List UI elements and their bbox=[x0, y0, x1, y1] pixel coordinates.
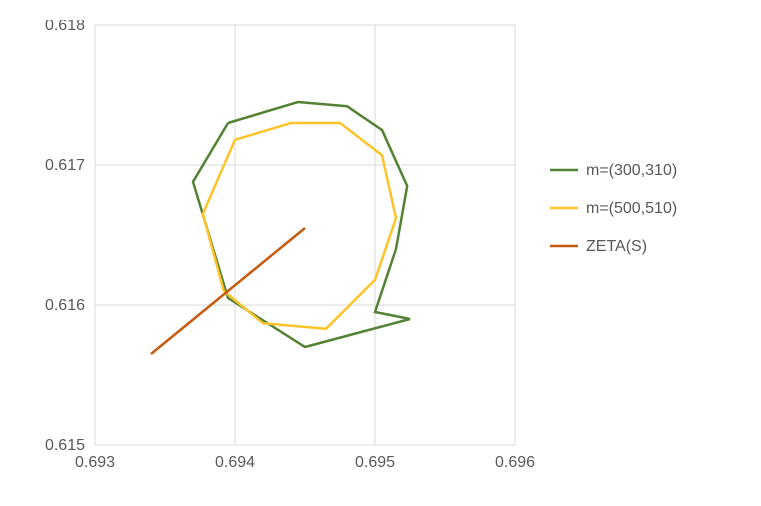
chart-svg: 0.693 0.694 0.695 0.696 0.615 0.616 0.617 0.618… bbox=[30, 20, 730, 490]
x-tick-label: 0.696 bbox=[495, 454, 535, 471]
x-tick-label: 0.694 bbox=[215, 454, 255, 471]
y-tick-label: 0.616 bbox=[45, 297, 85, 314]
y-tick-label: 0.618 bbox=[45, 20, 85, 34]
chart-container: 0.693 0.694 0.695 0.696 0.615 0.616 0.617 0.618… bbox=[30, 20, 730, 490]
y-tick-label: 0.615 bbox=[45, 437, 85, 454]
x-tick-label: 0.693 bbox=[75, 454, 115, 471]
legend-label: m=(300,310) bbox=[586, 162, 677, 179]
legend-label: ZETA(S) bbox=[586, 238, 647, 255]
y-tick-label: 0.617 bbox=[45, 157, 85, 174]
legend-label: m=(500,510) bbox=[586, 200, 677, 217]
x-tick-label: 0.695 bbox=[355, 454, 395, 471]
